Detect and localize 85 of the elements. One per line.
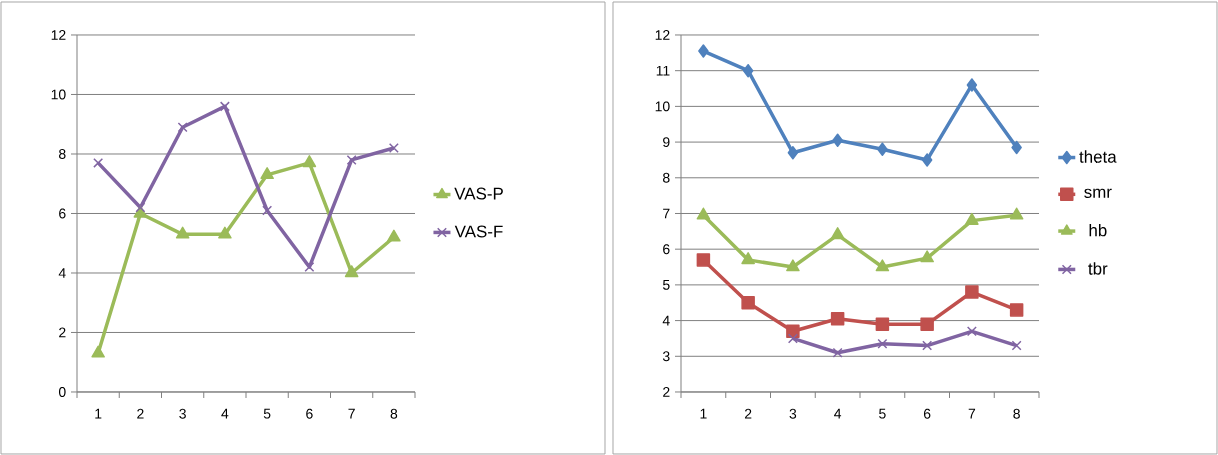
- point: [219, 101, 230, 112]
- y-tick-label: 8: [59, 149, 66, 159]
- x-tick-label: 6: [306, 408, 313, 419]
- point: [787, 146, 799, 160]
- y-tick-label: 10: [51, 89, 66, 100]
- x-tick-label: 7: [348, 408, 355, 419]
- y-tick-label: 4: [662, 315, 670, 326]
- x-tick-label: 2: [137, 408, 144, 419]
- point: [787, 333, 798, 344]
- y-tick-label: 8: [663, 172, 670, 183]
- point: [875, 317, 890, 331]
- y-tick-label: 12: [51, 30, 66, 40]
- point: [346, 154, 357, 165]
- point: [344, 265, 359, 278]
- point: [742, 63, 754, 78]
- y-tick-label: 4: [58, 268, 66, 278]
- point: [965, 212, 979, 225]
- x-tick-label: 8: [390, 408, 398, 419]
- point: [260, 167, 274, 180]
- y-tick-label: 6: [59, 208, 66, 219]
- point: [177, 122, 188, 133]
- x-tick-label: 7: [968, 408, 976, 419]
- y-tick-label: 6: [663, 244, 670, 255]
- point: [218, 226, 232, 239]
- point: [262, 205, 273, 216]
- point: [966, 78, 978, 92]
- legend-label: tbr: [1088, 262, 1108, 275]
- point: [875, 259, 890, 272]
- point: [175, 226, 190, 239]
- point: [921, 153, 933, 167]
- y-tick-label: 10: [655, 101, 670, 112]
- x-tick-label: 5: [263, 408, 271, 419]
- y-tick-label: 0: [58, 387, 66, 397]
- x-tick-label: 1: [700, 408, 707, 419]
- point: [1011, 340, 1022, 351]
- point: [786, 259, 800, 272]
- point: [696, 253, 711, 267]
- point: [832, 133, 843, 148]
- legend-label: theta: [1079, 150, 1117, 163]
- point: [877, 142, 888, 156]
- point: [387, 229, 401, 242]
- point: [830, 227, 845, 240]
- point: [832, 347, 843, 358]
- y-tick-label: 2: [59, 327, 66, 338]
- point: [741, 295, 755, 310]
- point: [920, 317, 934, 331]
- y-tick-label: 5: [662, 280, 670, 290]
- point: [741, 252, 755, 265]
- point: [388, 143, 399, 154]
- x-tick-label: 4: [221, 408, 229, 419]
- x-tick-label: 5: [879, 408, 886, 419]
- legend-label: hb: [1089, 223, 1107, 237]
- point: [1009, 207, 1024, 220]
- y-tick-label: 3: [662, 351, 670, 362]
- point: [304, 262, 315, 273]
- x-tick-label: 8: [1013, 408, 1020, 419]
- legend-label: smr: [1084, 188, 1112, 198]
- x-tick-label: 2: [744, 408, 752, 419]
- point: [93, 157, 104, 168]
- point: [302, 155, 317, 168]
- legend-label: VAS-F: [454, 225, 503, 238]
- point: [966, 326, 977, 337]
- y-tick-label: 12: [655, 30, 670, 40]
- x-tick-label: 3: [179, 408, 186, 419]
- y-tick-label: 2: [663, 387, 670, 397]
- point: [920, 250, 934, 263]
- point: [1009, 303, 1024, 317]
- x-tick-label: 3: [789, 408, 797, 419]
- point: [877, 338, 888, 349]
- y-tick-label: 9: [663, 137, 670, 148]
- legend-label: VAS-P: [454, 187, 503, 200]
- point: [965, 285, 979, 299]
- x-tick-label: 6: [923, 408, 931, 419]
- y-tick-label: 7: [663, 208, 670, 219]
- point: [786, 324, 800, 339]
- x-tick-label: 1: [95, 408, 102, 419]
- point: [830, 312, 845, 326]
- x-tick-label: 4: [834, 408, 842, 419]
- point: [922, 340, 933, 351]
- point: [698, 44, 709, 58]
- point: [135, 202, 146, 213]
- y-tick-label: 11: [656, 65, 670, 76]
- point: [91, 345, 105, 358]
- point: [1011, 140, 1022, 155]
- point: [696, 207, 711, 220]
